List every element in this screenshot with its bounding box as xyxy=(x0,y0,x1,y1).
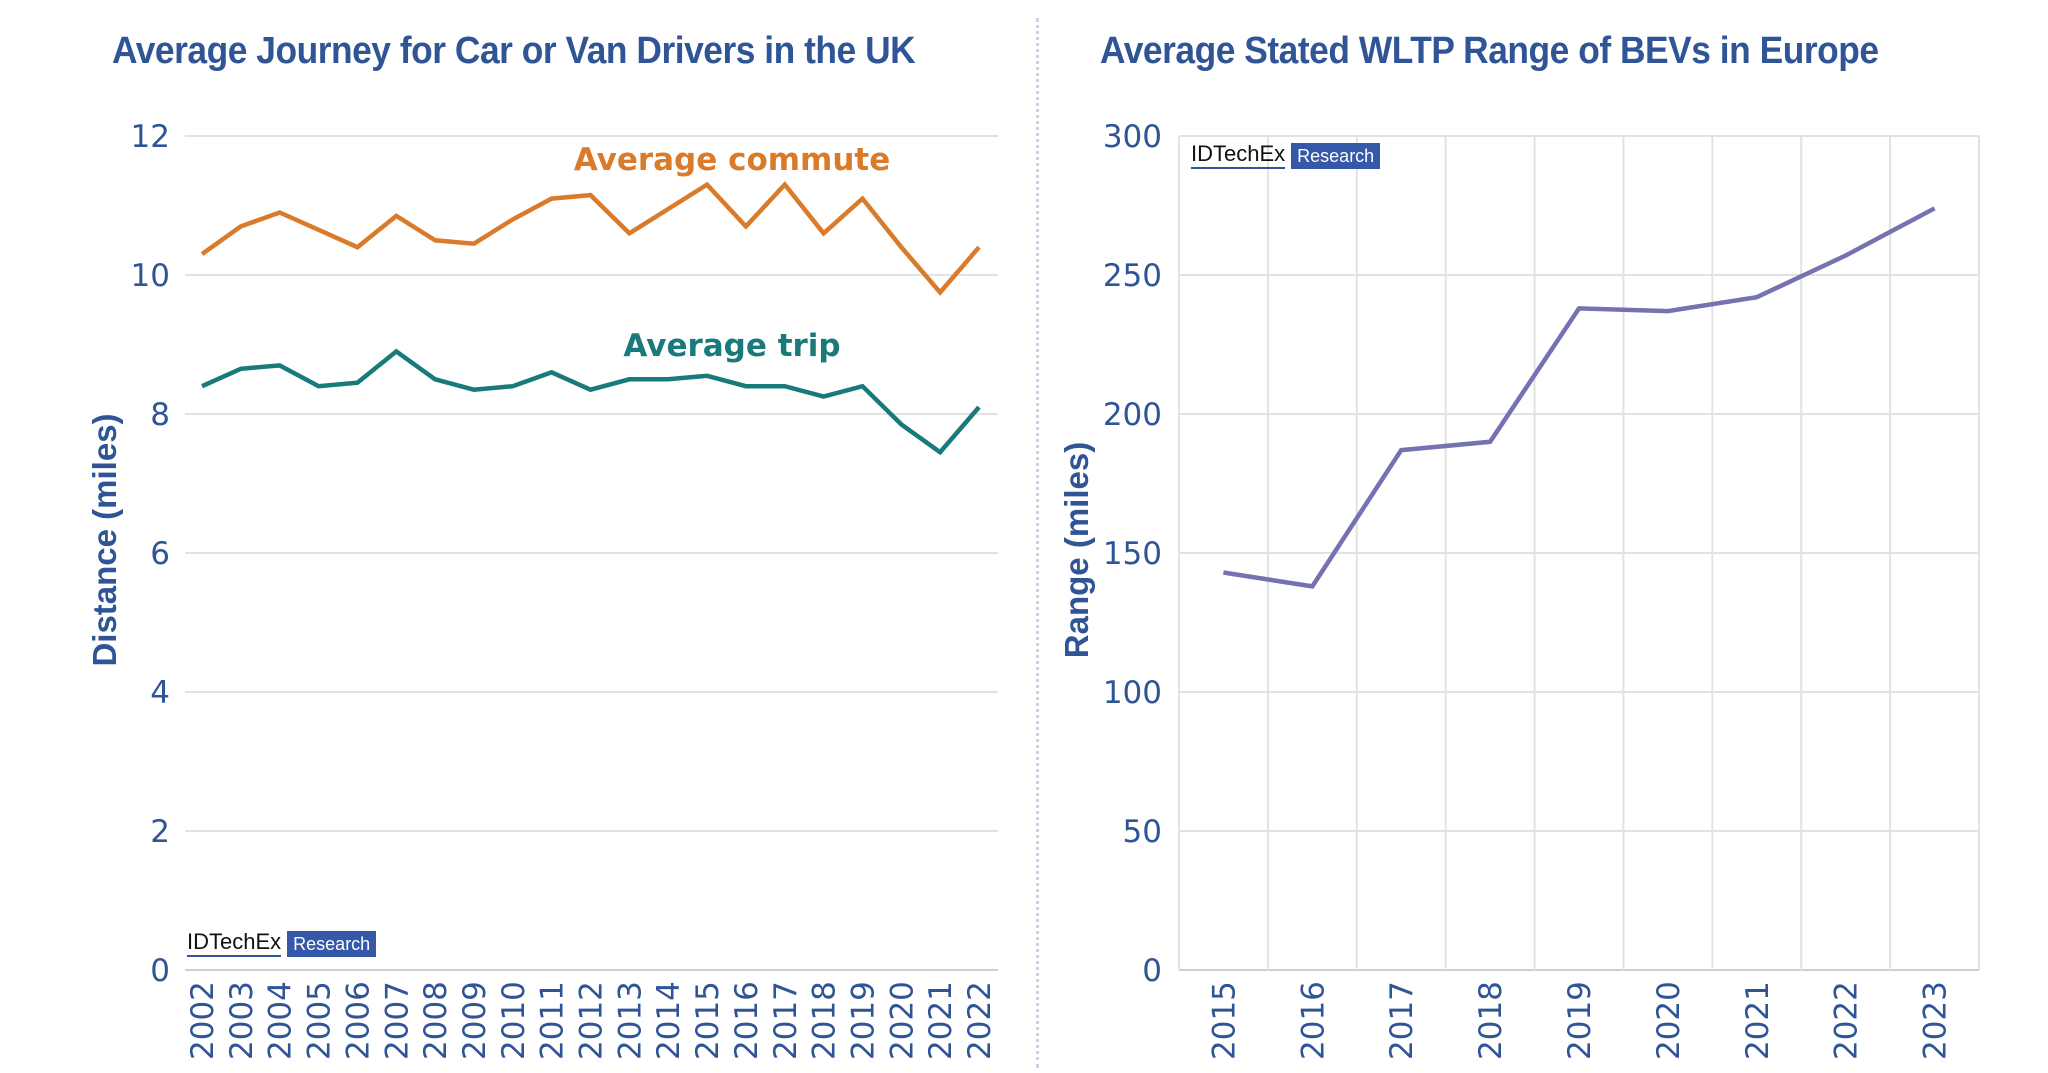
right-chart: 0 50 100 150 200 250 300 2015 2016 2017 2018 2019 20… xyxy=(1058,119,1980,1060)
x-tick-label: 2015 xyxy=(1206,981,1242,1060)
y-tick-label: 200 xyxy=(1103,397,1162,433)
x-tick-label: 2022 xyxy=(962,981,998,1060)
y-tick-label: 2 xyxy=(150,814,170,850)
x-tick-label: 2015 xyxy=(690,981,726,1060)
x-tick-label: 2021 xyxy=(1740,981,1776,1060)
x-tick-label: 2007 xyxy=(379,981,415,1060)
left-chart: 0 2 4 6 8 10 12 2002 2003 2004 2005 2006 2007 2008 200… xyxy=(86,119,998,1060)
x-tick-label: 2004 xyxy=(263,981,299,1060)
x-tick-label: 2018 xyxy=(1473,981,1509,1060)
x-tick-label: 2020 xyxy=(884,981,920,1060)
x-tick-label: 2023 xyxy=(1918,981,1954,1060)
x-tick-label: 2008 xyxy=(418,981,454,1060)
trip-line xyxy=(201,348,981,456)
x-tick-label: 2017 xyxy=(1384,981,1420,1060)
x-tick-label: 2013 xyxy=(612,981,648,1060)
y-tick-label: 100 xyxy=(1103,675,1162,711)
x-tick-label: 2022 xyxy=(1829,981,1865,1060)
range-line xyxy=(1223,206,1936,589)
x-tick-label: 2003 xyxy=(224,981,260,1060)
y-axis-label: Range (miles) xyxy=(1058,442,1095,658)
y-tick-label: 0 xyxy=(1142,953,1162,989)
left-chart-title: Average Journey for Car or Van Drivers i… xyxy=(112,30,916,72)
x-tick-label: 2014 xyxy=(651,981,687,1060)
logo-brand: IDTechEx xyxy=(187,930,282,957)
x-tick-label: 2019 xyxy=(1562,981,1598,1060)
right-chart-title: Average Stated WLTP Range of BEVs in Eur… xyxy=(1100,30,1879,72)
x-tick-label: 2006 xyxy=(340,981,376,1060)
x-tick-label: 2020 xyxy=(1651,981,1687,1060)
y-tick-label: 12 xyxy=(131,119,170,155)
x-tick-label: 2009 xyxy=(457,981,493,1060)
x-tick-label: 2019 xyxy=(845,981,881,1060)
logo-badge: Research xyxy=(1291,142,1381,169)
y-tick-label: 0 xyxy=(150,953,170,989)
y-tick-label: 150 xyxy=(1103,536,1162,572)
y-tick-label: 4 xyxy=(150,675,170,711)
x-tick-label: 2012 xyxy=(574,981,610,1060)
y-tick-label: 8 xyxy=(150,397,170,433)
commute-line xyxy=(200,181,981,296)
x-tick-label: 2016 xyxy=(729,981,765,1060)
commute-series-label: Average commute xyxy=(574,142,891,178)
y-tick-label: 300 xyxy=(1103,119,1162,155)
x-tick-label: 2005 xyxy=(302,981,338,1060)
y-tick-label: 6 xyxy=(150,536,170,572)
x-tick-label: 2017 xyxy=(768,981,804,1060)
y-tick-label: 50 xyxy=(1123,814,1162,850)
trip-series-label: Average trip xyxy=(623,328,840,364)
y-tick-label: 250 xyxy=(1103,258,1162,294)
x-tick-label: 2010 xyxy=(496,981,532,1060)
idtechex-logo: IDTechEx Research xyxy=(187,930,377,957)
y-axis-label: Distance (miles) xyxy=(86,413,123,666)
x-tick-label: 2016 xyxy=(1295,981,1331,1060)
logo-brand: IDTechEx xyxy=(1191,142,1286,169)
x-tick-label: 2011 xyxy=(535,981,571,1060)
logo-badge: Research xyxy=(287,930,377,957)
chart-divider xyxy=(1036,18,1039,1068)
x-tick-label: 2002 xyxy=(185,981,221,1060)
y-tick-label: 10 xyxy=(131,258,170,294)
x-tick-label: 2018 xyxy=(807,981,843,1060)
idtechex-logo: IDTechEx Research xyxy=(1191,142,1381,169)
x-tick-label: 2021 xyxy=(923,981,959,1060)
